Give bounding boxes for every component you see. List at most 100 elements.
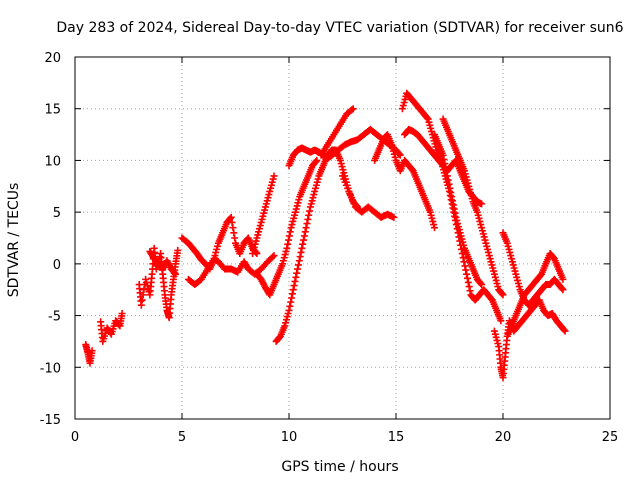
- data-point: [478, 200, 486, 208]
- x-tick-label: 5: [178, 430, 186, 445]
- data-point: [460, 258, 468, 266]
- data-point: [305, 211, 313, 219]
- data-point: [230, 229, 238, 237]
- grid: [75, 57, 610, 419]
- data-point: [396, 151, 404, 159]
- data-point: [447, 188, 455, 196]
- data-point: [301, 228, 309, 236]
- data-point: [441, 160, 449, 168]
- series-segment-15: [401, 125, 486, 208]
- data-point: [227, 213, 235, 221]
- series-segment-1: [82, 341, 96, 367]
- data-point: [559, 286, 567, 294]
- data-point: [139, 291, 147, 299]
- data-point: [297, 248, 305, 256]
- data-point: [499, 291, 507, 299]
- data-point: [302, 224, 310, 232]
- data-point: [287, 298, 295, 306]
- data-point: [459, 254, 467, 262]
- data-point: [286, 228, 294, 236]
- data-point: [465, 283, 473, 291]
- data-point: [463, 274, 471, 282]
- data-point: [450, 205, 458, 213]
- data-point: [439, 151, 447, 159]
- data-point: [497, 317, 505, 325]
- data-point: [289, 286, 297, 294]
- series-segment-17: [439, 115, 507, 299]
- y-tick-label: -5: [48, 310, 61, 325]
- data-point: [288, 294, 296, 302]
- data-point: [290, 282, 298, 290]
- data-point: [431, 224, 439, 232]
- data-point: [304, 215, 312, 223]
- data-point: [443, 172, 451, 180]
- plot-points: [82, 89, 569, 382]
- y-tick-label: 20: [44, 51, 61, 66]
- series-segment-5: [178, 234, 278, 278]
- data-point: [285, 236, 293, 244]
- data-point: [293, 269, 301, 277]
- x-axis: 0 5 10 15 20 25: [71, 57, 618, 445]
- data-point: [283, 244, 291, 252]
- y-tick-label: 10: [44, 154, 61, 169]
- data-point: [172, 270, 180, 278]
- data-point: [448, 197, 456, 205]
- data-point: [478, 281, 486, 289]
- data-point: [558, 285, 566, 293]
- data-point: [296, 253, 304, 261]
- data-point: [174, 246, 182, 254]
- series-segment-11: [317, 105, 357, 159]
- data-point: [306, 207, 314, 215]
- series-segment-3: [135, 244, 182, 322]
- data-point: [140, 286, 148, 294]
- x-axis-label: GPS time / hours: [281, 459, 398, 475]
- series-segment-20: [503, 250, 567, 340]
- data-point: [288, 290, 296, 298]
- y-tick-label: 5: [53, 206, 61, 221]
- data-point: [115, 321, 123, 329]
- y-axis-label: SDTVAR / TECUs: [6, 183, 22, 298]
- y-tick-label: 0: [53, 258, 61, 273]
- data-point: [390, 213, 398, 221]
- data-point: [477, 280, 485, 288]
- series-segment-12: [339, 172, 398, 221]
- data-point: [294, 265, 302, 273]
- data-point: [286, 302, 294, 310]
- data-point: [561, 327, 569, 335]
- series-segment-19: [499, 229, 567, 309]
- y-axis: -15 -10 -5 0 5 10 15 20: [40, 51, 610, 428]
- series-segment-8: [249, 172, 278, 258]
- data-point: [464, 278, 472, 286]
- data-point: [291, 277, 299, 285]
- data-point: [348, 106, 356, 114]
- data-point: [295, 257, 303, 265]
- series-segment-7: [253, 156, 321, 299]
- series-segment-13: [371, 131, 439, 232]
- data-point: [560, 326, 568, 334]
- data-point: [270, 172, 278, 180]
- data-point: [229, 224, 237, 232]
- x-tick-label: 20: [495, 430, 512, 445]
- x-tick-label: 10: [281, 430, 298, 445]
- series-segment-2: [97, 310, 126, 345]
- data-point: [137, 301, 145, 309]
- data-point: [442, 164, 450, 172]
- data-point: [445, 180, 453, 188]
- x-tick-label: 25: [602, 430, 619, 445]
- data-point: [498, 290, 506, 298]
- data-point: [118, 310, 126, 318]
- data-point: [349, 105, 357, 113]
- data-point: [285, 306, 293, 314]
- y-tick-label: -15: [40, 413, 61, 428]
- data-point: [88, 347, 96, 355]
- data-point: [440, 155, 448, 163]
- data-point: [138, 296, 146, 304]
- series-segment-4: [146, 247, 180, 278]
- data-point: [231, 234, 239, 242]
- data-point: [300, 236, 308, 244]
- data-point: [446, 184, 454, 192]
- data-point: [299, 240, 307, 248]
- data-point: [292, 273, 300, 281]
- data-point: [462, 266, 470, 274]
